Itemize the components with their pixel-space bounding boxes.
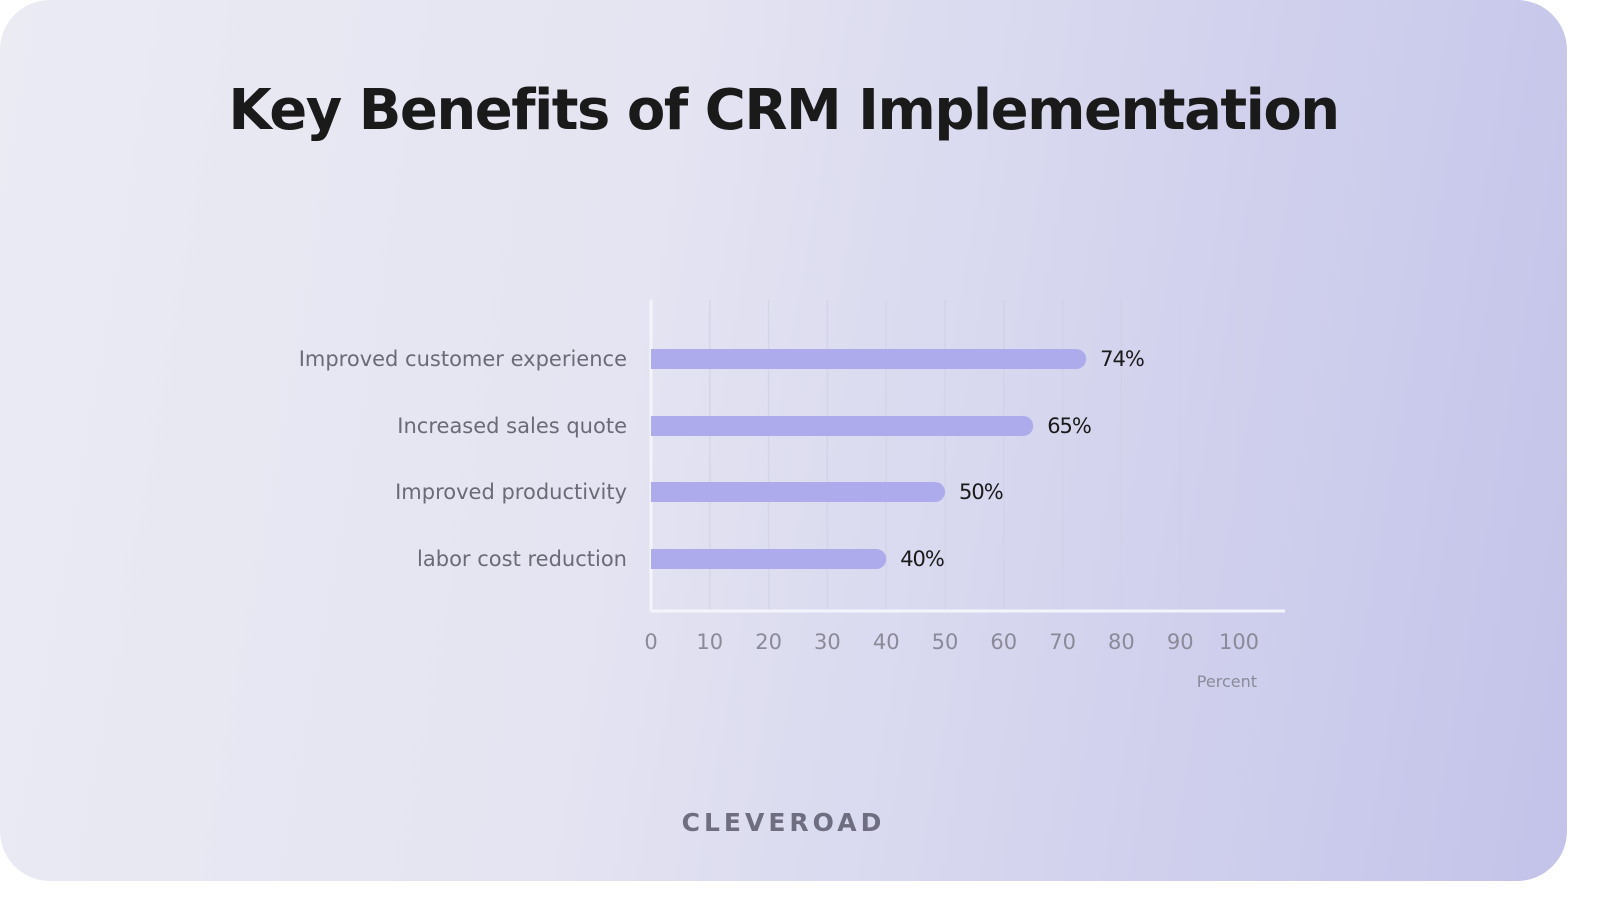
data-label: 74%: [1100, 347, 1144, 371]
chart-card: Key Benefits of CRM Implementation 0 10 20…: [0, 0, 1567, 881]
data-label: 40%: [900, 547, 944, 571]
category-label: Improved productivity: [395, 480, 627, 504]
data-label: 65%: [1047, 414, 1091, 438]
category-label: labor cost reduction: [417, 547, 627, 571]
x-tick-label: 30: [814, 630, 841, 654]
cleveroad-logo: CLEVEROAD: [681, 808, 886, 837]
data-label: 50%: [959, 480, 1003, 504]
x-axis-label: Percent: [1197, 672, 1257, 691]
bar: [651, 416, 1034, 437]
x-tick-label: 80: [1108, 630, 1135, 654]
bar: [651, 482, 945, 502]
x-tick-label: 90: [1167, 630, 1194, 654]
category-label: Improved customer experience: [299, 347, 627, 371]
x-tick-label: 10: [696, 630, 723, 654]
x-tick-label: 100: [1219, 630, 1259, 654]
x-tick-label: 60: [990, 630, 1017, 654]
bar-chart: 0 10 20 30 40 50 60 70 80 90 100 Percent Improved cu…: [299, 300, 1285, 691]
chart-title: Key Benefits of CRM Implementation: [228, 78, 1340, 143]
x-tick-label: 50: [932, 630, 959, 654]
x-tick-label: 0: [644, 630, 657, 654]
bar: [651, 549, 887, 569]
x-tick-label: 20: [755, 630, 782, 654]
bar: [651, 349, 1087, 369]
x-tick-label: 40: [873, 630, 900, 654]
category-label: Increased sales quote: [397, 414, 627, 438]
x-tick-label: 70: [1049, 630, 1076, 654]
